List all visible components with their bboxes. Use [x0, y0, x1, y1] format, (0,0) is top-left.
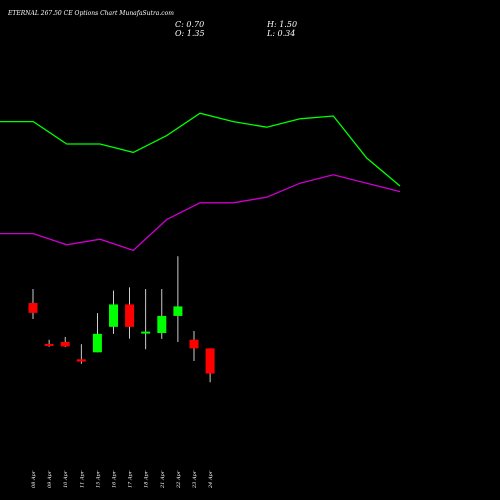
indicator-lines: [0, 112, 401, 252]
open-value: O: 1.35: [175, 29, 205, 38]
candle-body: [44, 343, 54, 346]
date-label: 17 Apr: [128, 470, 134, 488]
candle-body: [28, 303, 38, 313]
candle-body: [173, 306, 183, 316]
chart-title: ETERNAL 267.50 CE Options Chart MunafaSu…: [7, 10, 174, 17]
date-label: 24 Apr: [208, 470, 214, 489]
candles: [28, 256, 215, 383]
candle: [205, 348, 215, 383]
date-label: 18 Apr: [144, 470, 150, 488]
high-value: H: 1.50: [266, 20, 297, 29]
candle: [28, 289, 38, 319]
date-label: 09 Apr: [47, 470, 53, 488]
date-label: 10 Apr: [63, 470, 69, 488]
low-value: L: 0.34: [266, 29, 295, 38]
date-label: 08 Apr: [31, 470, 37, 488]
date-label: 11 Apr: [79, 470, 85, 488]
candle: [76, 344, 86, 364]
date-label: 23 Apr: [192, 470, 198, 489]
candle: [173, 256, 183, 342]
date-label: 16 Apr: [112, 470, 118, 488]
candle-body: [189, 339, 199, 349]
close-value: C: 0.70: [175, 20, 204, 29]
candle: [157, 289, 167, 339]
candle: [189, 331, 199, 361]
candle-body: [125, 304, 135, 327]
upper-indicator-line: [0, 112, 401, 187]
date-label: 22 Apr: [176, 470, 182, 489]
date-labels: 08 Apr 09 Apr 10 Apr 11 Apr 15 Apr 16 Apr 17 A…: [31, 470, 214, 489]
candle: [44, 339, 54, 347]
candle: [109, 290, 118, 334]
candle-body: [157, 315, 167, 333]
candle-body: [141, 331, 151, 334]
lower-indicator-line: [0, 174, 401, 252]
candle-body: [76, 359, 86, 362]
candle-body: [109, 304, 118, 327]
date-label: 15 Apr: [95, 470, 101, 488]
date-label: 21 Apr: [160, 470, 166, 489]
candle-body: [92, 333, 102, 353]
candle: [141, 289, 151, 350]
candle-body: [205, 348, 215, 374]
candle: [60, 336, 70, 347]
candle: [125, 287, 135, 339]
candle-body: [60, 341, 70, 347]
candle: [92, 313, 102, 353]
